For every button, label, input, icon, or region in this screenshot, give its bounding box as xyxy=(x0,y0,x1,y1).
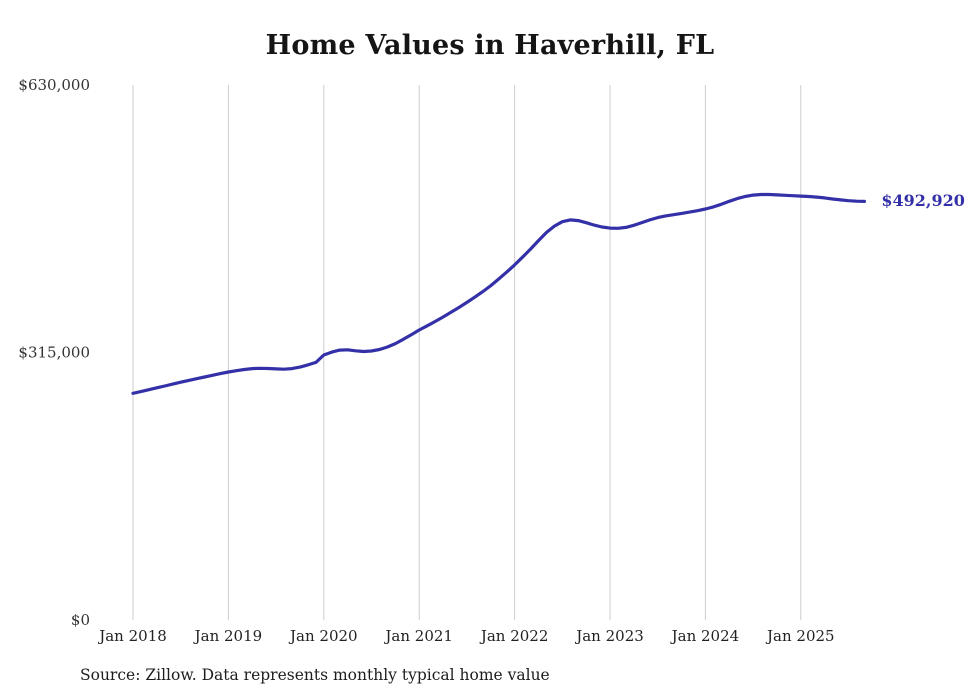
value-line xyxy=(131,192,866,395)
x-tick-label: Jan 2019 xyxy=(193,627,263,645)
y-tick-label: $630,000 xyxy=(18,76,90,94)
x-tick-label: Jan 2024 xyxy=(670,627,740,645)
end-value-label: $492,920 xyxy=(881,191,965,211)
x-tick-label: Jan 2021 xyxy=(383,627,453,645)
x-tick-label: Jan 2025 xyxy=(765,627,835,645)
source-note: Source: Zillow. Data represents monthly … xyxy=(80,666,550,684)
x-tick-label: Jan 2018 xyxy=(97,627,167,645)
y-tick-label: $0 xyxy=(71,611,90,629)
x-tick-label: Jan 2023 xyxy=(574,627,644,645)
chart-title: Home Values in Haverhill, FL xyxy=(265,30,715,61)
x-tick-label: Jan 2020 xyxy=(288,627,358,645)
y-tick-label: $315,000 xyxy=(18,344,90,362)
x-tick-label: Jan 2022 xyxy=(479,627,549,645)
